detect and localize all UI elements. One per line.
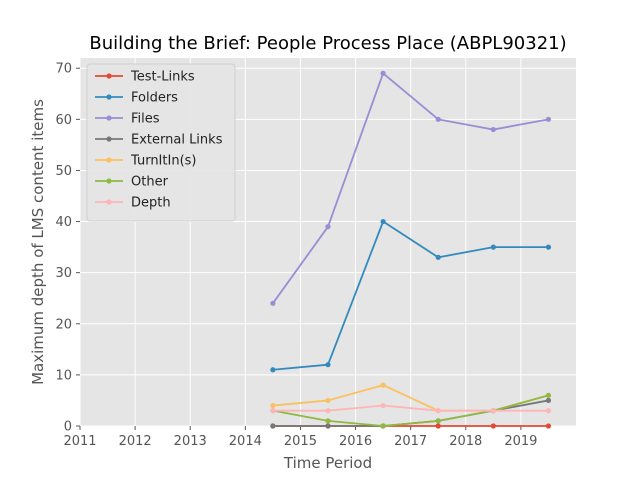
data-point	[380, 402, 386, 409]
data-point	[270, 367, 276, 373]
legend-marker	[106, 136, 112, 142]
legend-marker	[106, 157, 112, 163]
data-point	[545, 408, 552, 414]
data-point	[435, 423, 441, 429]
legend-item: Files	[95, 112, 160, 127]
series-line	[272, 220, 549, 371]
legend-label: Depth	[131, 196, 171, 211]
y-tick-label: 70	[55, 62, 72, 77]
legend-marker	[106, 115, 112, 121]
legend-item: TurnItIn(s)	[95, 154, 196, 169]
axis-ticks: 2011 2012 2013 2014 2015 2016 2017 2018 2019 0 10 2…	[55, 62, 537, 449]
data-point	[545, 397, 552, 404]
y-tick-label: 0	[64, 420, 72, 435]
data-point	[490, 244, 496, 250]
series-line	[272, 394, 549, 427]
data-point	[270, 408, 276, 414]
legend-item: Other	[95, 175, 169, 190]
legend-marker	[106, 73, 112, 79]
legend-item: Test-Links	[95, 70, 195, 85]
series-depth	[270, 402, 552, 414]
data-point	[270, 423, 276, 429]
x-tick-label: 2018	[449, 434, 482, 449]
x-axis-label: Time Period	[283, 454, 372, 472]
series-lines	[270, 70, 552, 429]
data-point	[270, 402, 276, 409]
legend-item: Folders	[95, 91, 178, 106]
legend: Test-Links Folders Files External Links Turn…	[86, 63, 236, 222]
data-point	[325, 408, 331, 414]
data-point	[545, 423, 552, 429]
series-folders	[270, 218, 552, 373]
x-tick-label: 2013	[174, 434, 207, 449]
legend-label: Files	[131, 112, 160, 127]
y-tick-label: 50	[55, 164, 72, 179]
data-point	[380, 70, 386, 76]
y-tick-label: 60	[55, 113, 72, 128]
x-tick-label: 2015	[284, 434, 317, 449]
y-tick-label: 30	[55, 266, 72, 281]
data-point	[435, 116, 441, 122]
data-point	[325, 397, 331, 404]
legend-marker	[106, 199, 112, 205]
legend-item: External Links	[95, 133, 223, 148]
legend-marker	[106, 94, 112, 100]
series-files	[270, 70, 552, 306]
y-axis-label: Maximum depth of LMS content items	[29, 99, 47, 385]
chart-title: Building the Brief: People Process Place…	[89, 33, 566, 54]
data-point	[270, 300, 276, 306]
data-point	[380, 382, 386, 388]
legend-label: TurnItIn(s)	[130, 154, 196, 169]
legend-label: Folders	[131, 91, 178, 106]
y-tick-label: 20	[55, 317, 72, 332]
legend-box	[86, 63, 236, 222]
series-line	[272, 72, 549, 304]
data-point	[545, 392, 552, 398]
legend-marker	[106, 178, 112, 184]
data-point	[380, 423, 386, 429]
x-tick-label: 2012	[119, 434, 152, 449]
legend-label: Other	[131, 175, 169, 190]
y-tick-label: 10	[55, 368, 72, 383]
legend-label: External Links	[131, 133, 223, 148]
legend-label: Test-Links	[130, 70, 195, 85]
data-point	[325, 418, 331, 424]
data-point	[435, 408, 441, 414]
data-point	[435, 418, 441, 424]
x-tick-label: 2011	[63, 434, 96, 449]
data-point	[325, 362, 331, 368]
data-point	[545, 116, 552, 122]
data-point	[325, 224, 331, 230]
y-tick-label: 40	[55, 215, 72, 230]
data-point	[490, 408, 496, 414]
series-line	[272, 404, 549, 412]
legend-item: Depth	[95, 196, 171, 211]
data-point	[325, 423, 331, 429]
data-point	[490, 423, 496, 429]
x-tick-label: 2016	[339, 434, 372, 449]
data-point	[435, 254, 441, 260]
x-tick-label: 2014	[229, 434, 262, 449]
x-tick-label: 2019	[504, 434, 537, 449]
data-point	[545, 244, 552, 250]
data-point	[490, 126, 496, 133]
data-point	[380, 218, 386, 225]
x-tick-label: 2017	[394, 434, 427, 449]
